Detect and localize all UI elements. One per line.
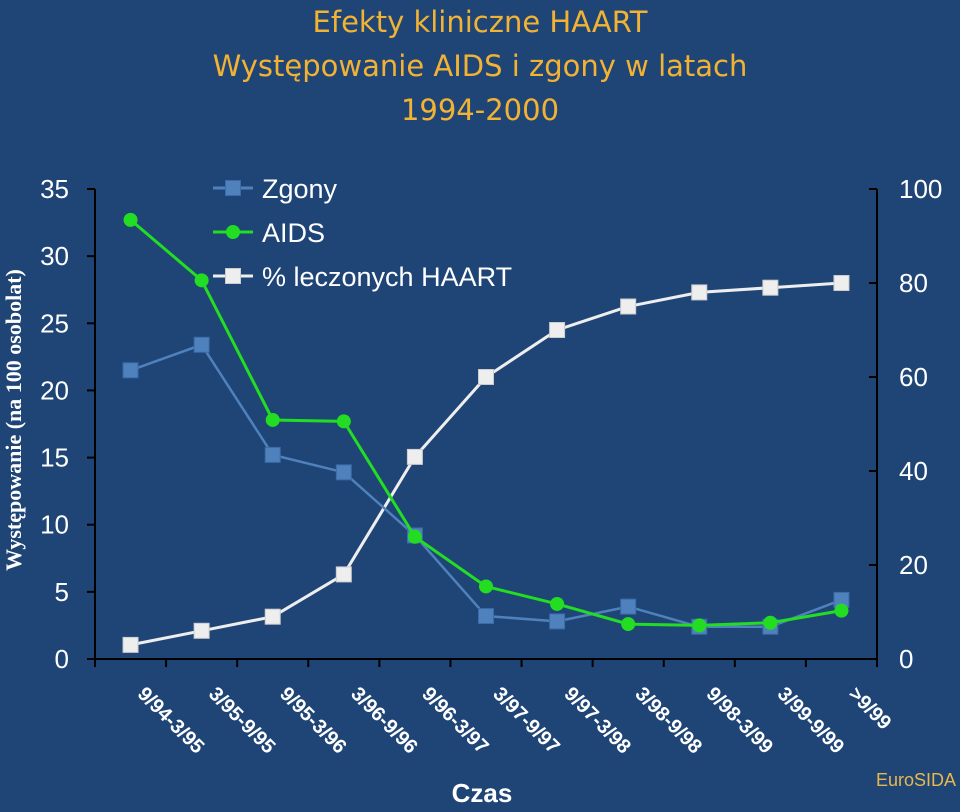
data-point (122, 636, 139, 653)
x-tick-label: 9/98-3/99 (702, 683, 777, 758)
title-line-3: 1994-2000 (400, 93, 560, 127)
data-point (763, 615, 778, 630)
y2-tick-label: 60 (899, 362, 928, 392)
y2-tick-label: 20 (899, 550, 928, 580)
data-point (834, 603, 849, 618)
x-tick-label: 9/96-3/97 (417, 683, 492, 758)
data-point (336, 414, 351, 429)
data-point (264, 446, 281, 463)
data-point (122, 362, 139, 379)
x-tick-label: >9/99 (844, 683, 895, 734)
data-point (833, 275, 850, 291)
legend-label: AIDS (262, 218, 325, 248)
y-tick-label: 0 (55, 644, 69, 674)
data-point (621, 617, 636, 632)
x-tick-label: 3/95-9/95 (204, 683, 279, 758)
x-tick-label: 3/98-9/98 (631, 683, 706, 758)
x-tick-label: 3/99-9/99 (773, 683, 848, 758)
y2-tick-label: 40 (899, 456, 928, 486)
data-point (406, 448, 423, 465)
y-tick-label: 25 (40, 308, 69, 338)
title-line-2: Występowanie AIDS i zgony w latach (212, 49, 748, 83)
y-tick-label: 35 (40, 174, 69, 204)
y2-tick-label: 80 (899, 268, 928, 298)
data-point (549, 322, 566, 338)
legend-label: Zgony (262, 174, 338, 204)
data-point (335, 464, 352, 481)
y2-tick-label: 0 (899, 644, 913, 674)
y-tick-label: 10 (40, 510, 69, 540)
data-point (478, 369, 494, 385)
source-credit: EuroSIDA (875, 770, 956, 790)
x-tick-label: 9/97-3/98 (560, 683, 635, 758)
x-tick-label: 3/97-9/97 (488, 683, 563, 758)
y-tick-label: 15 (40, 443, 69, 473)
data-point (549, 613, 566, 630)
y-tick-label: 30 (40, 241, 69, 271)
chart-title: Efekty kliniczne HAART Występowanie AIDS… (0, 0, 960, 132)
data-point (478, 608, 494, 625)
x-axis-label: Czas (451, 778, 513, 808)
x-tick-label: 9/95-3/96 (275, 683, 350, 758)
y-axis-label: Występowanie (na 100 osobolat) (1, 269, 26, 571)
data-point (335, 566, 352, 583)
x-tick-label: 9/94-3/95 (133, 683, 208, 758)
x-tick-label: 3/96-9/96 (346, 683, 421, 758)
data-point (692, 618, 707, 633)
data-point (123, 212, 138, 227)
title-line-1: Efekty kliniczne HAART (312, 5, 648, 39)
y-tick-label: 5 (55, 577, 69, 607)
y2-tick-label: 100 (899, 174, 942, 204)
data-point (620, 298, 637, 315)
data-point (193, 336, 210, 353)
legend-marker (226, 225, 240, 239)
data-point (479, 579, 493, 594)
data-point (620, 598, 637, 615)
data-point (550, 596, 565, 611)
data-point (691, 284, 708, 301)
data-point (407, 529, 422, 544)
legend-marker (225, 180, 241, 196)
data-point (265, 412, 280, 427)
data-point (193, 622, 210, 639)
legend-label: % leczonych HAART (262, 262, 512, 292)
data-point (762, 279, 779, 296)
data-point (264, 608, 281, 625)
legend-marker (225, 268, 241, 284)
data-point (194, 273, 209, 288)
y-tick-label: 20 (40, 375, 69, 405)
